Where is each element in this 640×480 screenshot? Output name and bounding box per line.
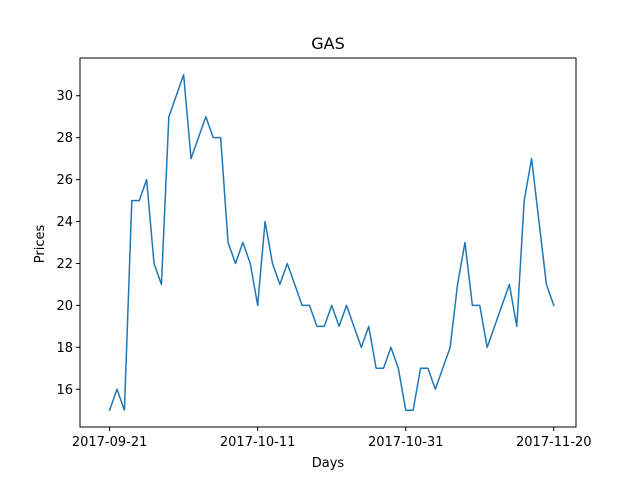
y-tick-label-3: 22 bbox=[56, 257, 73, 272]
y-tick-label-2: 20 bbox=[56, 299, 73, 314]
chart-title: GAS bbox=[311, 34, 345, 53]
plot-frame bbox=[79, 57, 577, 428]
series-line-0 bbox=[108, 74, 555, 412]
y-tick-label-6: 28 bbox=[56, 131, 73, 146]
plot-area: 2017-09-21 2017-10-11 2017-10-31 2017-11-20… bbox=[56, 57, 592, 450]
y-tick-label-1: 18 bbox=[56, 341, 73, 356]
x-tick-label-0: 2017-09-21 bbox=[72, 435, 148, 450]
y-tick-label-5: 26 bbox=[56, 173, 73, 188]
x-tick-label-3: 2017-11-20 bbox=[516, 435, 592, 450]
y-tick-label-7: 30 bbox=[56, 89, 73, 104]
x-tick-label-1: 2017-10-11 bbox=[220, 435, 296, 450]
y-tick-label-4: 24 bbox=[56, 215, 73, 230]
y-tick-label-0: 16 bbox=[56, 383, 73, 398]
y-axis-label: Prices bbox=[33, 225, 48, 264]
x-axis-label: Days bbox=[312, 456, 345, 471]
x-tick-label-2: 2017-10-31 bbox=[368, 435, 444, 450]
